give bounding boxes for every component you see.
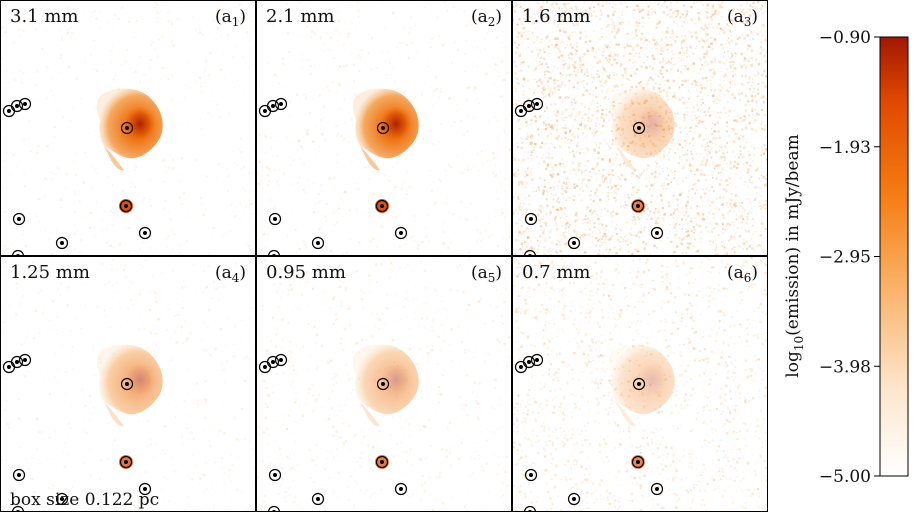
colorbar-tick: −5.00 xyxy=(819,467,880,487)
source-marker xyxy=(12,468,26,482)
source-marker xyxy=(524,468,538,482)
colorbar-ticks: −0.90 −1.93 −2.95 −3.98 −5.00 xyxy=(819,28,880,487)
panel-5: 0.95 mm (a5) xyxy=(256,256,512,512)
colorbar-gradient xyxy=(879,36,909,477)
panel-wavelength-label: 3.1 mm xyxy=(10,6,78,27)
source-marker xyxy=(268,212,282,226)
panel-tag: (a5) xyxy=(471,263,502,285)
source-marker xyxy=(530,97,544,111)
source-marker xyxy=(376,121,390,135)
noise-field xyxy=(0,256,256,512)
source-marker xyxy=(650,226,664,240)
source-marker xyxy=(266,99,280,113)
source-markers xyxy=(514,353,664,512)
source-marker xyxy=(530,353,544,367)
source-marker xyxy=(12,212,26,226)
colorbar-tick-label: −3.98 xyxy=(819,357,871,377)
panel-3: 1.6 mm (a3) xyxy=(512,0,768,256)
panel-tag: (a2) xyxy=(471,7,502,29)
panel-tag: (a3) xyxy=(727,7,758,29)
colorbar-tick-label: −2.95 xyxy=(819,248,871,268)
colorbar-tick: −3.98 xyxy=(819,357,880,377)
source-marker xyxy=(631,199,645,213)
source-marker xyxy=(266,355,280,369)
source-marker xyxy=(522,99,536,113)
source-marker xyxy=(567,236,581,250)
colorbar-tick: −0.90 xyxy=(819,28,880,48)
source-marker xyxy=(375,455,389,469)
panel-wavelength-label: 2.1 mm xyxy=(266,6,334,27)
noise-field xyxy=(256,0,512,256)
source-marker xyxy=(394,482,408,496)
noise-field xyxy=(512,256,768,512)
source-marker xyxy=(138,226,152,240)
panel-grid: 3.1 mm (a1) 2.1 mm (a2) 1.6 mm (a3) 1.25 mm (a4… xyxy=(0,0,768,512)
panel-wavelength-label: 0.7 mm xyxy=(522,262,590,283)
source-markers xyxy=(514,97,664,256)
source-marker xyxy=(120,121,134,135)
source-marker xyxy=(632,121,646,135)
source-marker xyxy=(120,377,134,391)
panel-wavelength-label: 1.6 mm xyxy=(522,6,590,27)
panel-wavelength-label: 0.95 mm xyxy=(266,262,346,283)
box-size-note: box size 0.122 pc xyxy=(10,490,159,510)
source-marker xyxy=(10,99,24,113)
colorbar-tick-label: −5.00 xyxy=(819,467,871,487)
source-marker xyxy=(55,492,69,506)
source-marker xyxy=(524,212,538,226)
source-marker xyxy=(138,482,152,496)
source-marker xyxy=(274,97,288,111)
source-marker xyxy=(18,353,32,367)
source-marker xyxy=(268,468,282,482)
colorbar-tick-label: −0.90 xyxy=(819,28,871,48)
panel-6: 0.7 mm (a6) xyxy=(512,256,768,512)
source-marker xyxy=(311,492,325,506)
source-marker xyxy=(119,455,133,469)
noise-field xyxy=(256,256,512,512)
source-marker xyxy=(394,226,408,240)
colorbar-tick: −1.93 xyxy=(819,138,880,158)
panel-frame xyxy=(0,0,256,256)
emission-blob xyxy=(609,88,675,171)
panel-1: 3.1 mm (a1) xyxy=(0,0,256,256)
source-marker xyxy=(650,482,664,496)
panel-4: 1.25 mm (a4) xyxy=(0,256,256,512)
source-marker xyxy=(274,353,288,367)
source-markers xyxy=(258,353,408,512)
panel-tag: (a4) xyxy=(215,263,246,285)
source-markers xyxy=(2,353,152,512)
colorbar-tick: −2.95 xyxy=(819,248,880,268)
panel-tag: (a1) xyxy=(215,7,246,29)
source-marker xyxy=(631,455,645,469)
panel-frame xyxy=(256,0,512,256)
source-marker xyxy=(55,236,69,250)
panel-2: 2.1 mm (a2) xyxy=(256,0,512,256)
colorbar-title: log10(emission) in mJy/beam xyxy=(783,134,806,377)
colorbar: −0.90 −1.93 −2.95 −3.98 −5.00 log10(emission… xyxy=(783,28,909,487)
source-marker xyxy=(18,97,32,111)
source-marker xyxy=(119,199,133,213)
colorbar-tick-label: −1.93 xyxy=(819,138,871,158)
source-marker xyxy=(311,236,325,250)
source-marker xyxy=(10,355,24,369)
panel-frame xyxy=(512,0,768,256)
source-markers xyxy=(2,97,152,256)
source-markers xyxy=(258,97,408,256)
source-marker xyxy=(522,355,536,369)
source-marker xyxy=(567,492,581,506)
panel-tag: (a6) xyxy=(727,263,758,285)
source-marker xyxy=(376,377,390,391)
source-marker xyxy=(632,377,646,391)
source-marker xyxy=(375,199,389,213)
panel-wavelength-label: 1.25 mm xyxy=(10,262,90,283)
colorbar-title-sub: 10 xyxy=(792,336,806,351)
